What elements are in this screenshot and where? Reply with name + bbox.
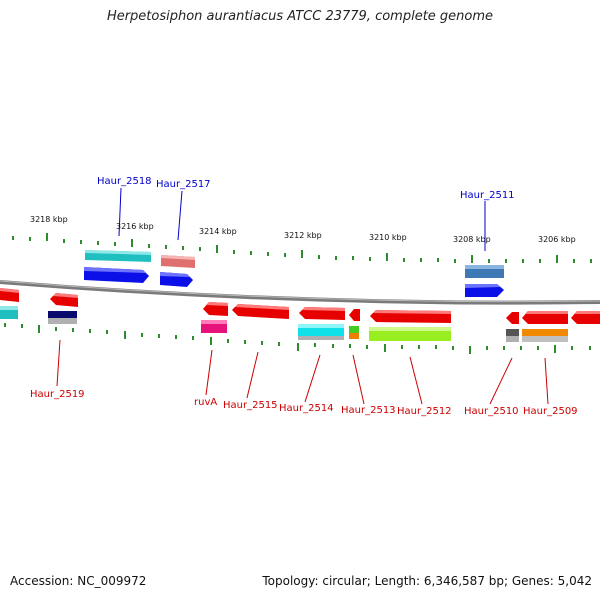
gene-label-haur-2509: Haur_2509 xyxy=(523,406,578,417)
accession-text: Accession: NC_009972 xyxy=(10,574,147,588)
kbp-label-3210: 3210 kbp xyxy=(369,233,407,242)
kbp-label-3216: 3216 kbp xyxy=(116,222,154,231)
gene-label-haur-2511: Haur_2511 xyxy=(460,190,515,201)
gene-feature-red-near-2510 xyxy=(506,312,519,324)
kbp-label-3208: 3208 kbp xyxy=(453,235,491,244)
kbp-label-3206: 3206 kbp xyxy=(538,235,576,244)
forward-genes xyxy=(84,250,504,297)
genome-summary-text: Topology: circular; Length: 6,346,587 bp… xyxy=(262,574,592,588)
gene-label-haur-2517: Haur_2517 xyxy=(156,179,211,190)
gene-feature-navy xyxy=(48,311,77,318)
gene-label-haur-2515: Haur_2515 xyxy=(223,400,278,411)
gene-label-haur-2512: Haur_2512 xyxy=(397,406,452,417)
gene-feature-haur-2509 xyxy=(522,329,568,336)
lower-tick-ring xyxy=(4,323,591,354)
gene-label-haur-2510: Haur_2510 xyxy=(464,406,519,417)
gene-label-haur-2513: Haur_2513 xyxy=(341,405,396,416)
gene-feature-haur-2513 xyxy=(349,326,359,333)
reverse-genes xyxy=(0,288,600,342)
upper-tick-ring xyxy=(12,233,592,263)
gene-feature-haur-2509-upper xyxy=(522,311,568,324)
map-title: Herpetosiphon aurantiacus ATCC 23779, co… xyxy=(106,9,494,24)
top-leader-lines xyxy=(118,187,486,251)
gene-label-ruva: ruvA xyxy=(194,397,217,408)
genome-backbone xyxy=(0,280,600,305)
gene-label-haur-2514: Haur_2514 xyxy=(279,403,334,414)
kbp-label-3214: 3214 kbp xyxy=(199,227,237,236)
bottom-leader-lines xyxy=(56,339,549,405)
gene-feature-red-right-edge xyxy=(571,311,600,324)
gene-label-haur-2518: Haur_2518 xyxy=(97,176,152,187)
gene-label-haur-2519: Haur_2519 xyxy=(30,389,85,400)
gene-feature-red-small xyxy=(349,309,360,321)
gene-feature-haur-2510 xyxy=(506,329,519,336)
kbp-label-3212: 3212 kbp xyxy=(284,231,322,240)
kbp-label-3218: 3218 kbp xyxy=(30,215,68,224)
